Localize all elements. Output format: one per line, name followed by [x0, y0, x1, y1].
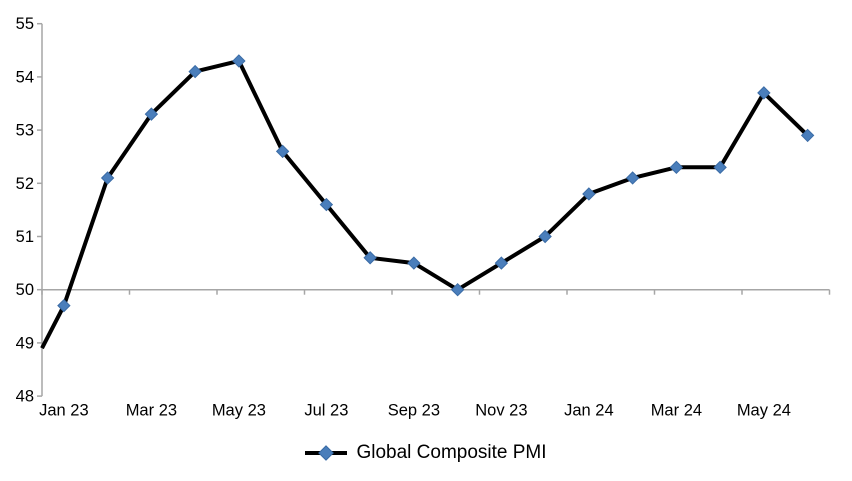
y-axis-tick-label: 48	[16, 388, 34, 406]
data-point-marker	[669, 160, 684, 175]
x-axis-tick-label: Mar 23	[126, 402, 177, 420]
x-axis-tick-label: Jan 24	[564, 402, 614, 420]
x-axis-tick-label: Sep 23	[388, 402, 440, 420]
data-point-marker	[407, 256, 421, 270]
data-point-marker	[144, 107, 159, 121]
data-point-marker	[757, 86, 771, 100]
y-axis-tick-label: 52	[16, 175, 34, 193]
data-point-marker	[494, 256, 509, 270]
x-axis-tick-label: Jul 23	[304, 402, 348, 420]
data-point-marker	[275, 144, 290, 159]
data-point-marker	[450, 282, 465, 297]
y-axis-tick-label: 50	[16, 281, 34, 299]
x-axis-tick-label: Jan 23	[39, 402, 89, 420]
legend-series-label: Global Composite PMI	[356, 442, 547, 463]
data-point-marker	[582, 187, 596, 201]
legend-line-sample	[305, 445, 348, 461]
y-axis-tick-label: 51	[16, 228, 34, 246]
data-point-marker	[713, 160, 727, 175]
pmi-series-line	[40, 58, 809, 350]
y-axis-tick-label: 55	[16, 15, 34, 33]
x-axis-tick-label: Nov 23	[475, 402, 527, 420]
x-axis-tick-label: Mar 24	[651, 402, 702, 420]
x-axis-tick-label: May 23	[212, 402, 266, 420]
data-point-marker	[319, 197, 334, 212]
data-point-marker	[363, 251, 377, 265]
y-axis-tick-label: 53	[16, 122, 34, 140]
data-point-marker	[232, 54, 246, 68]
data-point-marker	[100, 171, 115, 185]
data-point-marker	[188, 64, 202, 79]
data-point-marker	[57, 298, 71, 313]
data-point-marker	[625, 171, 640, 185]
y-axis-tick-label: 49	[16, 334, 34, 352]
legend-diamond-marker-icon	[318, 445, 335, 461]
y-axis-tick-label: 54	[16, 68, 34, 86]
data-point-marker	[538, 229, 552, 244]
chart-legend: Global Composite PMI	[0, 442, 852, 464]
x-axis-tick-label: May 24	[737, 402, 791, 420]
data-point-marker	[800, 128, 815, 143]
